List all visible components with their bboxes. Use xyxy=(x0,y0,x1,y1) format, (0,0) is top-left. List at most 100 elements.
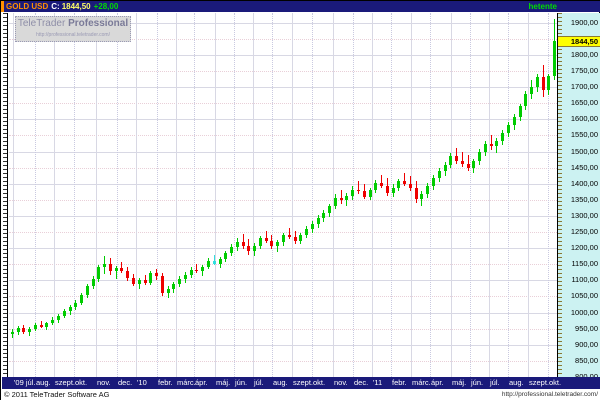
candle-body xyxy=(86,286,89,295)
price-plot-area[interactable] xyxy=(9,13,557,377)
price-axis-tick xyxy=(558,185,562,186)
candle-body xyxy=(190,270,193,275)
date-axis[interactable]: '09 júl. aug. szept. okt. nov. dec. '10 febr. má… xyxy=(2,377,600,389)
candle-body xyxy=(282,235,285,243)
price-axis-label: 1250,00 xyxy=(570,227,598,236)
candle-body xyxy=(195,270,198,272)
candle-body xyxy=(161,276,164,293)
price-axis-tick xyxy=(558,297,562,298)
price-axis-tick xyxy=(558,53,562,54)
candle-body xyxy=(478,152,481,162)
candle-body xyxy=(495,141,498,147)
candle-wick xyxy=(341,189,342,204)
candle-wick xyxy=(266,231,267,243)
price-axis-tick xyxy=(558,73,562,74)
axis-tick-mark xyxy=(3,89,7,90)
candle-body xyxy=(11,331,14,335)
axis-tick-mark xyxy=(3,45,7,46)
candle-body xyxy=(328,206,331,213)
symbol-accent-bar xyxy=(1,1,4,12)
candle-body xyxy=(386,186,389,193)
title-bar-quote: GOLD USD C: 1844,50 +28,00 xyxy=(6,1,118,12)
price-axis-tick xyxy=(558,317,562,318)
price-axis-tick xyxy=(558,69,562,70)
axis-tick-mark xyxy=(3,221,7,222)
candle-body xyxy=(270,241,273,247)
price-axis-tick xyxy=(558,113,562,114)
axis-tick-mark xyxy=(3,85,7,86)
price-axis-tick xyxy=(558,153,562,154)
price-axis-label: 1100,00 xyxy=(571,275,598,284)
price-axis-tick xyxy=(558,345,562,346)
price-axis-tick xyxy=(558,101,562,102)
axis-tick-mark xyxy=(3,177,7,178)
axis-tick-mark xyxy=(3,21,7,22)
vertical-gridline xyxy=(272,13,273,377)
vertical-gridline xyxy=(312,13,313,377)
axis-tick-mark xyxy=(3,49,7,50)
price-axis-tick xyxy=(558,305,562,306)
candle-body xyxy=(224,252,227,260)
axis-tick-mark xyxy=(3,77,7,78)
candle-body xyxy=(184,274,187,279)
axis-tick-mark xyxy=(3,121,7,122)
candle-body xyxy=(299,234,302,242)
axis-tick-mark xyxy=(3,257,7,258)
date-axis-label: dec. xyxy=(354,378,369,387)
axis-tick-mark xyxy=(3,109,7,110)
horizontal-gridline xyxy=(9,55,557,56)
candle-body xyxy=(97,267,100,279)
axis-tick-mark xyxy=(3,213,7,214)
price-axis-tick xyxy=(558,17,562,18)
axis-tick-mark xyxy=(3,173,7,174)
date-axis-label: márc. xyxy=(177,378,196,387)
axis-tick-mark xyxy=(3,193,7,194)
date-axis-label: jún. xyxy=(235,378,248,387)
price-axis-tick xyxy=(558,269,562,270)
price-axis-tick xyxy=(558,85,562,86)
candle-body xyxy=(420,194,423,200)
price-axis-tick xyxy=(558,361,562,362)
price-axis-tick xyxy=(558,313,562,314)
candle-body xyxy=(363,190,366,197)
candle-body xyxy=(144,279,147,283)
candle-wick xyxy=(116,265,117,279)
axis-tick-mark xyxy=(3,345,7,346)
candle-body xyxy=(109,263,112,272)
axis-tick-mark xyxy=(3,365,7,366)
candle-body xyxy=(288,235,291,238)
interval-label: hetente xyxy=(528,2,557,11)
vertical-gridline xyxy=(372,13,373,377)
horizontal-gridline xyxy=(9,232,557,233)
left-tick-axis xyxy=(1,13,8,377)
price-axis-tick xyxy=(558,97,562,98)
axis-tick-mark xyxy=(3,357,7,358)
price-axis-tick xyxy=(558,329,562,330)
candle-wick xyxy=(404,173,405,187)
horizontal-gridline xyxy=(9,71,557,72)
axis-tick-mark xyxy=(3,97,7,98)
candle-body xyxy=(467,163,470,169)
price-axis[interactable]: 1900,001850,001800,001750,001700,001650,… xyxy=(557,13,600,377)
date-axis-label: aug. xyxy=(36,378,51,387)
horizontal-gridline xyxy=(9,216,557,217)
price-axis-tick xyxy=(558,257,562,258)
axis-tick-mark xyxy=(3,61,7,62)
price-axis-tick xyxy=(558,173,562,174)
price-axis-tick xyxy=(558,229,562,230)
axis-tick-mark xyxy=(3,169,7,170)
candle-wick xyxy=(456,147,457,164)
vertical-gridline xyxy=(176,13,177,377)
date-axis-label: márc. xyxy=(412,378,431,387)
candle-body xyxy=(461,160,464,164)
candle-body xyxy=(305,228,308,235)
candle-body xyxy=(484,144,487,153)
horizontal-gridline xyxy=(9,87,557,88)
watermark-brand-bold: Professional xyxy=(68,18,129,29)
price-axis-tick xyxy=(558,125,562,126)
price-axis-label: 1900,00 xyxy=(570,18,598,27)
price-axis-label: 1800,00 xyxy=(570,50,598,59)
candle-body xyxy=(253,245,256,252)
candle-body xyxy=(317,217,320,224)
